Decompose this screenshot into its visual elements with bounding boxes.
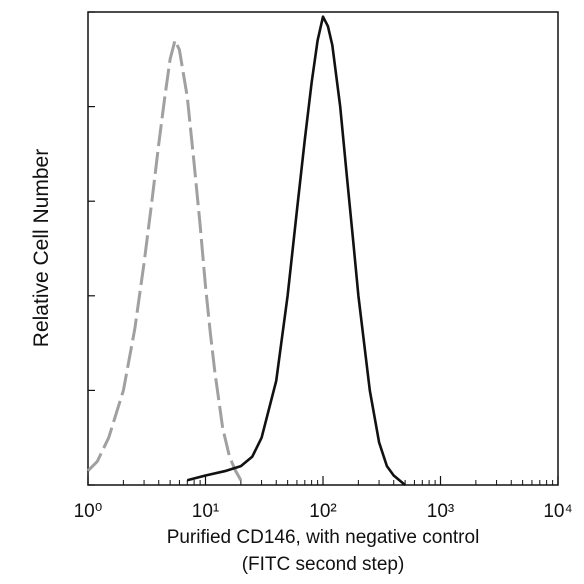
x-tick-label: 10² — [309, 501, 336, 522]
x-tick-label: 10⁰ — [74, 501, 103, 522]
histogram-line — [86, 38, 243, 482]
plot-frame — [87, 11, 559, 486]
histogram-line — [186, 15, 406, 486]
x-tick-label: 10⁴ — [543, 501, 572, 522]
x-axis-label: (FITC second step) — [242, 554, 405, 575]
x-tick-label: 10¹ — [192, 501, 219, 522]
x-tick-label: 10³ — [427, 501, 454, 522]
y-axis-label: Relative Cell Number — [30, 149, 53, 347]
x-axis-label: Purified CD146, with negative control — [167, 527, 480, 548]
